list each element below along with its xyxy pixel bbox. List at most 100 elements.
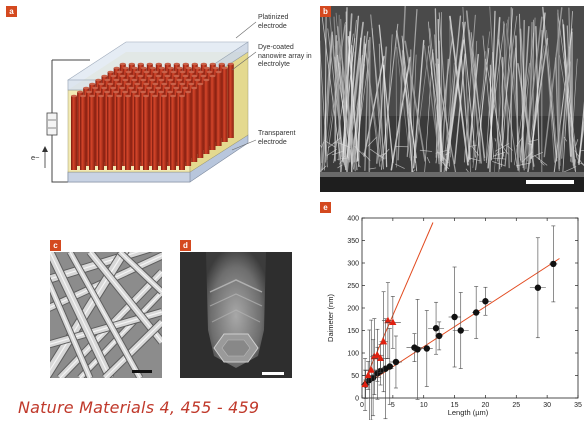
sem-fiber	[324, 14, 327, 163]
nanowire-rod-tip	[125, 94, 131, 98]
nanowire-rod-tip	[95, 90, 102, 94]
sem-wire-highlight	[50, 252, 111, 378]
sem-debris	[468, 157, 481, 162]
data-point-circle	[534, 284, 542, 291]
sem-fiber	[498, 16, 510, 174]
nanowire-rod-tip	[200, 62, 207, 66]
sem-fiber	[521, 19, 525, 166]
nanowire-rod-tip	[143, 94, 149, 98]
sem-fiber	[559, 20, 561, 166]
sem-debris	[534, 155, 548, 166]
nanowire-rod	[203, 80, 210, 154]
label-transparent-electrode: Transparent electrode	[258, 130, 296, 146]
nanowire-rod	[197, 84, 204, 158]
sem-fiber	[423, 44, 442, 174]
nanowire-rod-tip	[182, 86, 189, 90]
sem-fiber	[494, 19, 508, 172]
nanowire-rod-tip	[170, 70, 177, 74]
nanowire-rod	[161, 96, 167, 170]
sem-debris	[339, 155, 345, 165]
nanowire-rod-tip	[191, 62, 198, 66]
sem-wire-highlight	[79, 291, 162, 378]
scale-bar-c	[132, 370, 152, 373]
y-tick-label: 100	[347, 351, 359, 358]
sem-fiber	[383, 64, 388, 168]
data-point-circle	[392, 358, 400, 366]
nanowire-rod-tip	[188, 82, 195, 86]
citation-caption: Nature Materials 4, 455 - 459	[18, 398, 260, 417]
nanowire-rod-tip	[101, 74, 108, 78]
sem-debris	[527, 143, 533, 146]
sem-fiber	[460, 55, 471, 160]
data-point-circle	[482, 298, 489, 305]
nanowire-rod-tip	[155, 62, 162, 66]
nanowire-rod	[227, 64, 234, 138]
sem-fiber	[321, 32, 333, 171]
sem-fiber	[504, 47, 517, 167]
sem-fiber	[356, 43, 367, 163]
data-point-circle	[472, 309, 480, 316]
nanowire-rod-tip	[113, 78, 120, 82]
nanowire-rod-tip	[116, 82, 123, 86]
sem-fiber	[463, 14, 476, 163]
panel-e-letter: e	[320, 202, 331, 213]
nanowire-rod-tip	[119, 74, 126, 78]
sem-debris	[326, 148, 337, 156]
nanowire-rod-tip	[110, 86, 117, 90]
scale-bar-d	[262, 372, 284, 375]
nanowire-rod-tip	[140, 66, 147, 70]
sem-fiber	[487, 16, 501, 169]
sem-debris	[563, 136, 567, 142]
nanowire-rod-tip	[167, 90, 174, 94]
data-point-triangle	[367, 366, 375, 373]
sem-fiber	[497, 38, 518, 169]
nanowire-rod-tip	[83, 86, 90, 90]
nanowire-rod-tip	[98, 82, 105, 86]
nanowire-rod-tip	[218, 62, 225, 66]
sem-fiber	[335, 12, 349, 160]
nanowire-rod	[221, 68, 228, 142]
sem-fiber	[485, 52, 494, 161]
nanowire-rod-tip	[116, 70, 123, 74]
nanowire-rod	[71, 96, 77, 170]
nanowire-rod	[209, 76, 216, 150]
y-tick-label: 300	[347, 261, 359, 268]
nanowire-rod-tip	[77, 90, 84, 94]
sem-debris	[522, 151, 534, 163]
sem-debris	[516, 136, 524, 147]
sem-fiber	[347, 36, 359, 162]
nanowire-rod-tip	[167, 78, 174, 82]
nanowire-rod-tip	[104, 90, 111, 94]
sem-fiber	[404, 40, 426, 162]
sem-fiber	[443, 62, 455, 162]
nanowire-rod-tip	[161, 70, 168, 74]
nanowire-rod-tip	[134, 82, 141, 86]
sem-debris	[529, 139, 538, 142]
sem-fiber	[327, 28, 345, 165]
nanowire-rod-tip	[185, 66, 192, 70]
sem-fiber	[570, 58, 578, 162]
sem-fiber	[397, 6, 406, 161]
sem-fiber	[363, 55, 385, 157]
sem-fiber	[562, 11, 573, 174]
data-point-triangle	[361, 380, 369, 388]
nanowire-rod-tip	[104, 78, 111, 82]
nanowire-rod-tip	[161, 94, 167, 98]
nanowire-rod-tip	[164, 86, 171, 90]
sem-debris	[354, 146, 364, 156]
nanowire-rod-tip	[110, 74, 117, 78]
nanowire-rod-tip	[152, 70, 159, 74]
nanowire-rod-tip	[170, 82, 177, 86]
nanowire-rod-tip	[116, 94, 122, 98]
sem-debris	[492, 157, 506, 160]
nanowire-rod-tip	[227, 62, 234, 66]
nanowire-rod-tip	[107, 70, 114, 74]
sem-fiber	[348, 51, 356, 161]
sem-debris	[579, 160, 584, 166]
sem-fiber	[559, 55, 578, 158]
sem-debris	[370, 148, 384, 159]
nanowire-rod-tip	[203, 78, 210, 82]
nanowire-rod-tip	[170, 94, 176, 98]
nanowire-rod-tip	[176, 66, 183, 70]
nanowire-rod-tip	[122, 78, 129, 82]
